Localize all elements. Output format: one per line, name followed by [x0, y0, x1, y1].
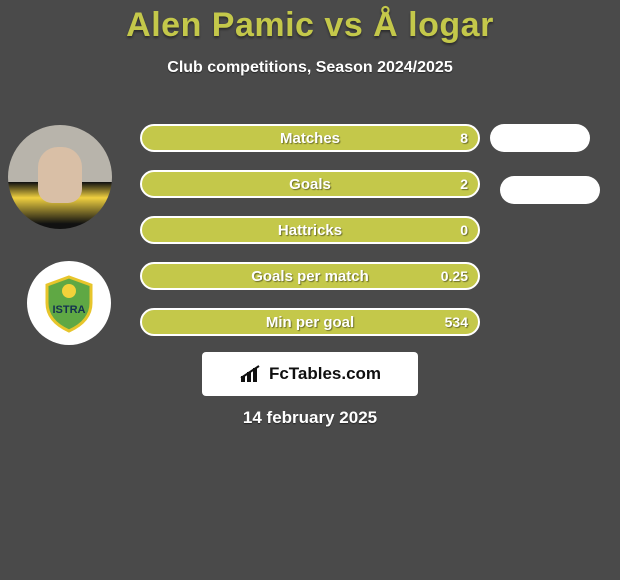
stat-value: 0: [460, 222, 468, 238]
player-avatar: [8, 125, 112, 229]
stat-value: 8: [460, 130, 468, 146]
stat-value: 534: [445, 314, 468, 330]
stat-label: Goals per match: [251, 268, 369, 285]
subtitle: Club competitions, Season 2024/2025: [0, 59, 620, 77]
stat-row: Goals 2: [140, 170, 480, 198]
stat-row: Hattricks 0: [140, 216, 480, 244]
stat-value: 2: [460, 176, 468, 192]
shield-icon: ISTRA: [39, 273, 99, 333]
svg-text:ISTRA: ISTRA: [53, 304, 86, 316]
page-title: Alen Pamic vs Å logar: [0, 0, 620, 45]
stat-label: Goals: [289, 176, 331, 193]
club-logo: ISTRA: [27, 261, 111, 345]
stat-row: Min per goal 534: [140, 308, 480, 336]
brand-label: FcTables.com: [269, 364, 381, 384]
stat-label: Matches: [280, 130, 340, 147]
stats-list: Matches 8 Goals 2 Hattricks 0 Goals per match 0…: [140, 124, 480, 354]
empty-pill: [490, 124, 590, 152]
footer-date: 14 february 2025: [243, 408, 377, 428]
stat-value: 0.25: [441, 268, 468, 284]
bar-chart-icon: [239, 364, 263, 384]
stat-label: Hattricks: [278, 222, 342, 239]
stat-row: Goals per match 0.25: [140, 262, 480, 290]
empty-pill: [500, 176, 600, 204]
stat-label: Min per goal: [266, 314, 354, 331]
stat-row: Matches 8: [140, 124, 480, 152]
brand-badge[interactable]: FcTables.com: [202, 352, 418, 396]
